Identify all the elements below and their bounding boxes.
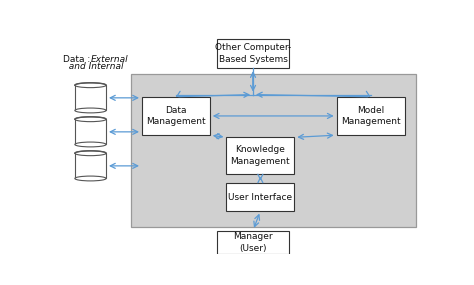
Ellipse shape	[75, 108, 106, 113]
Text: Data :: Data :	[63, 55, 93, 64]
Text: Model
Management: Model Management	[341, 105, 401, 126]
Ellipse shape	[75, 176, 106, 181]
Ellipse shape	[75, 83, 106, 87]
Ellipse shape	[75, 151, 106, 156]
Text: Data
Management: Data Management	[146, 105, 206, 126]
Bar	[227, 137, 294, 174]
Bar	[75, 119, 106, 144]
Text: and Internal: and Internal	[63, 62, 123, 70]
Bar	[131, 74, 416, 227]
Bar	[217, 231, 289, 254]
Bar	[75, 85, 106, 111]
Text: Other Computer-
Based Systems: Other Computer- Based Systems	[215, 43, 291, 64]
Ellipse shape	[75, 117, 106, 122]
Bar	[337, 97, 405, 135]
Text: Manager
(User): Manager (User)	[233, 232, 273, 253]
Text: User Interface: User Interface	[228, 193, 292, 202]
Bar	[227, 184, 294, 211]
Text: Knowledge
Management: Knowledge Management	[230, 145, 290, 166]
Text: External: External	[91, 55, 128, 64]
Ellipse shape	[75, 142, 106, 147]
Bar	[75, 153, 106, 178]
Bar	[142, 97, 210, 135]
Bar	[217, 38, 289, 68]
